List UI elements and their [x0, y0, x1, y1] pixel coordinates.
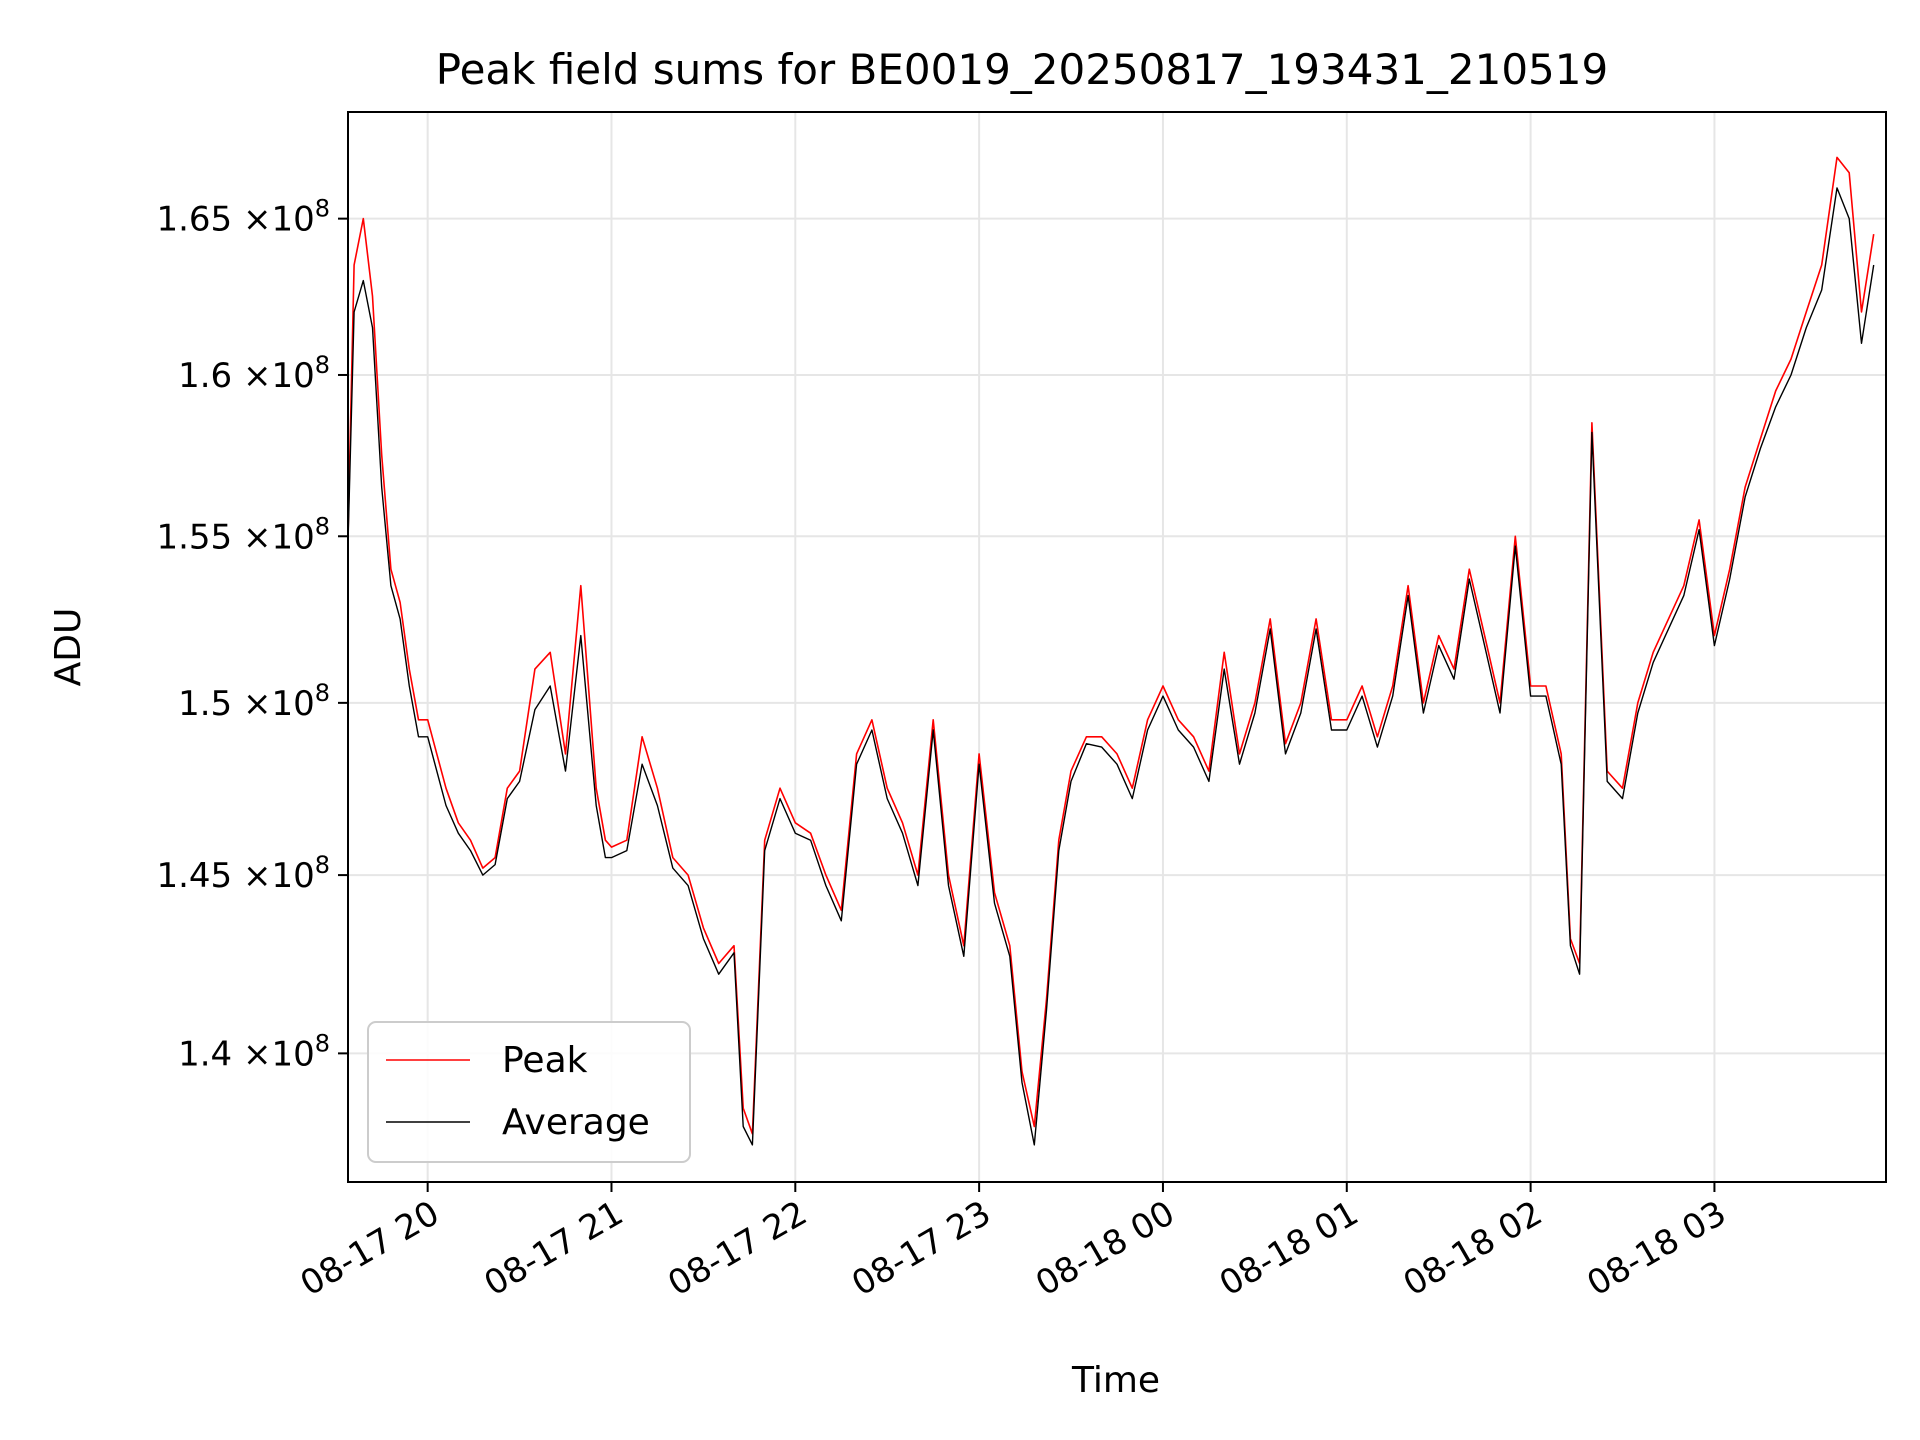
- x-tick-label: 08-18 01: [1213, 1193, 1365, 1304]
- x-tick-label: 08-17 21: [478, 1193, 630, 1304]
- y-tick-label: 1.6 ×108: [178, 351, 330, 396]
- plot-frame: [347, 111, 1887, 1183]
- y-tick-label: 1.5 ×108: [178, 679, 330, 724]
- x-axis-label: Time: [1071, 1360, 1160, 1401]
- peak-series-line: [347, 156, 1875, 1135]
- x-tick-label: 08-18 02: [1397, 1193, 1549, 1304]
- gridlines: [348, 112, 1886, 1182]
- x-tick-label: 08-18 00: [1029, 1193, 1181, 1304]
- chart-title: Peak field sums for BE0019_20250817_1934…: [436, 45, 1608, 94]
- average-series-line: [347, 187, 1875, 1146]
- x-tick-label: 08-18 03: [1581, 1193, 1733, 1304]
- legend-box: [367, 1021, 691, 1163]
- x-tick-label: 08-17 23: [845, 1193, 997, 1304]
- series-layer: [347, 156, 1875, 1146]
- y-axis-label: ADU: [48, 608, 89, 687]
- y-axis-ticks: 1.4 ×108 1.45 ×108 1.5 ×108 1.55 ×108 1.6 ×1…: [156, 195, 348, 1074]
- x-tick-label: 08-17 22: [661, 1193, 813, 1304]
- legend-peak-label: Peak: [502, 1040, 588, 1081]
- y-tick-label: 1.4 ×108: [178, 1029, 330, 1074]
- x-tick-label: 08-17 20: [294, 1193, 446, 1304]
- y-tick-label: 1.45 ×108: [156, 851, 330, 896]
- y-tick-label: 1.55 ×108: [156, 512, 330, 557]
- y-tick-label: 1.65 ×108: [156, 195, 330, 240]
- legend-average-label: Average: [502, 1102, 650, 1143]
- legend: Peak Average: [367, 1021, 691, 1163]
- x-axis-ticks: 08-17 20 08-17 21 08-17 22 08-17 23 08-18 00…: [294, 1182, 1733, 1304]
